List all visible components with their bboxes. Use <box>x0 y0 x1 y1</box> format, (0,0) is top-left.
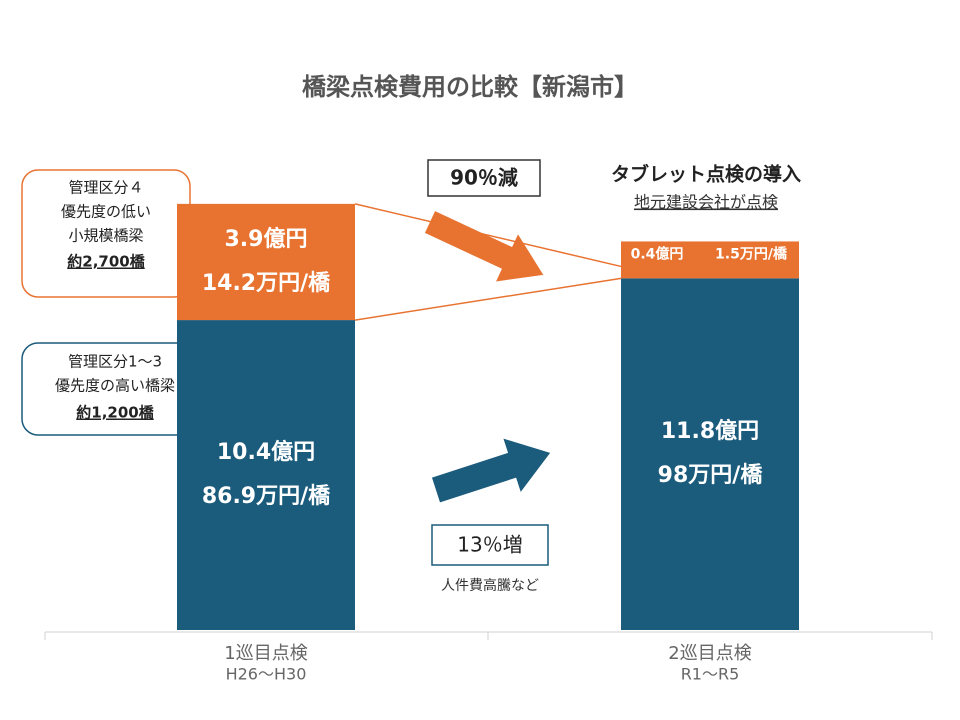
unit-cost-label: 98万円/橋 <box>658 463 764 488</box>
unit-cost-label: 86.9万円/橋 <box>202 484 331 509</box>
bar-segment <box>621 266 799 279</box>
value-label: 10.4億円 <box>217 439 315 465</box>
unit-cost-label: 1.5万円/橋 <box>715 245 788 262</box>
introduction-note: 地元建設会社が点検 <box>634 193 778 212</box>
group-low-text: 優先度の低い <box>61 203 151 221</box>
bar-segment <box>177 203 355 321</box>
chart-title: 橋梁点検費用の比較【新潟市】 <box>302 73 638 101</box>
group-low-count: 約2,700橋 <box>67 253 145 271</box>
increase-label: 13％増 <box>457 533 522 557</box>
introduction-title: タブレット点検の導入 <box>611 163 801 186</box>
value-label: 11.8億円 <box>661 418 759 444</box>
x-tick-sublabel: R1～R5 <box>681 665 740 684</box>
increase-arrow <box>431 438 551 503</box>
x-tick-sublabel: H26～H30 <box>226 665 307 684</box>
connector <box>354 203 622 268</box>
decrease-arrow <box>424 211 544 282</box>
group-high-text: 管理区分1～3 <box>68 353 162 371</box>
small-label-band <box>621 241 799 268</box>
decrease-box <box>427 159 541 197</box>
group-high-count: 約1,200橋 <box>76 404 154 422</box>
bar-segment <box>621 278 799 630</box>
value-label: 0.4億円 <box>631 245 684 262</box>
decrease-label: 90％減 <box>450 166 518 190</box>
value-label: 3.9億円 <box>225 226 308 252</box>
group-high-text: 優先度の高い橋梁 <box>55 377 175 395</box>
increase-note: 人件費高騰など <box>441 577 539 594</box>
bar-segment <box>177 320 355 630</box>
connector <box>354 277 622 321</box>
increase-box <box>431 524 549 566</box>
group-low-text: 管理区分４ <box>68 179 143 197</box>
x-tick-label: 2巡目点検 <box>668 643 751 664</box>
x-tick-label: 1巡目点検 <box>224 643 307 664</box>
group-low-text: 小規模橋梁 <box>68 227 143 245</box>
unit-cost-label: 14.2万円/橋 <box>202 271 331 296</box>
